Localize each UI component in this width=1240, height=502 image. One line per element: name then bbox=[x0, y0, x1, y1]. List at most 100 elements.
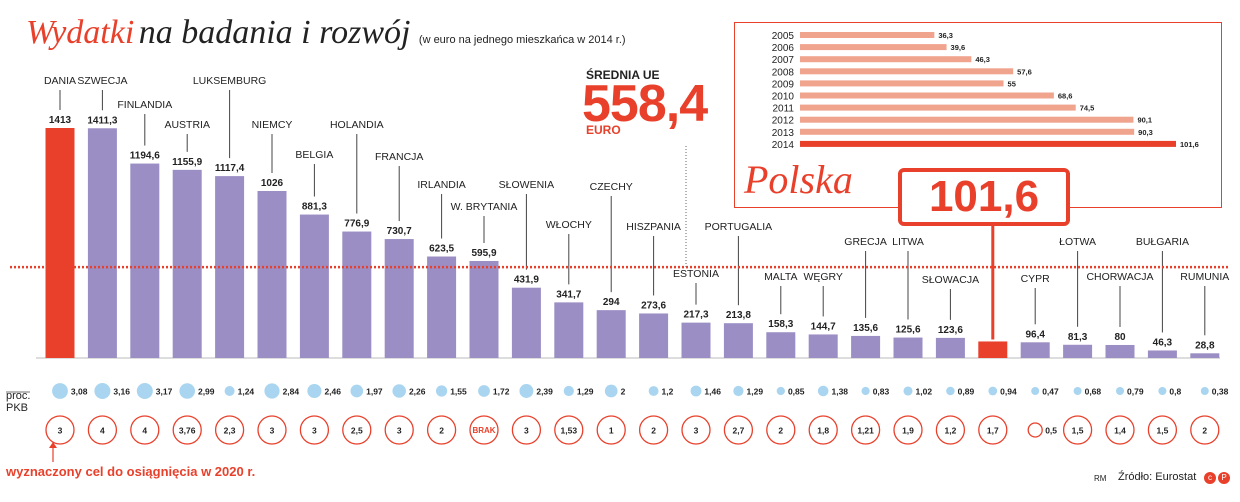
value-label: 595,9 bbox=[471, 248, 496, 259]
inset-bar-2008 bbox=[800, 68, 1014, 75]
value-label: 217,3 bbox=[683, 310, 708, 321]
target-value: 1,7 bbox=[987, 426, 999, 436]
category-label: FINLANDIA bbox=[117, 99, 172, 111]
pkb-value: 1,24 bbox=[238, 387, 255, 397]
target-circle bbox=[384, 415, 414, 445]
bar-estonia bbox=[681, 322, 711, 358]
pkb-circle bbox=[1073, 387, 1082, 395]
pkb-value: 2 bbox=[621, 387, 626, 397]
target-circle bbox=[45, 415, 75, 445]
target-value: 1 bbox=[609, 426, 614, 436]
poland-callout: 101,6 bbox=[898, 168, 1070, 226]
pkb-value: 1,02 bbox=[916, 387, 933, 397]
target-value: 1,5 bbox=[1072, 426, 1084, 436]
average-value: 558,4 bbox=[582, 75, 708, 133]
target-circle bbox=[1105, 415, 1135, 445]
value-label: 881,3 bbox=[302, 202, 327, 213]
average-label: ŚREDNIA UE bbox=[586, 68, 660, 82]
target-circle bbox=[87, 415, 118, 445]
inset-value-label: 36,3 bbox=[938, 31, 953, 40]
category-label: FRANCJA bbox=[375, 151, 423, 163]
category-label: ESTONIA bbox=[673, 268, 719, 280]
pkb-circle bbox=[1031, 387, 1040, 395]
value-label: 1117,4 bbox=[215, 163, 245, 174]
target-circle bbox=[130, 415, 160, 445]
pkb-value: 2,26 bbox=[409, 387, 426, 397]
target-value: 2 bbox=[1202, 426, 1207, 436]
target-circle bbox=[342, 415, 372, 445]
inset-value-label: 101,6 bbox=[1180, 140, 1199, 149]
target-value: 0,5 bbox=[1045, 426, 1057, 436]
target-circle bbox=[172, 415, 202, 445]
target-value: 1,8 bbox=[817, 426, 829, 436]
target-value: 3,76 bbox=[179, 426, 196, 436]
bar-hiszpania bbox=[639, 313, 669, 358]
value-label: 623,5 bbox=[429, 244, 454, 255]
value-label: 294 bbox=[603, 297, 620, 308]
category-label: DANIA bbox=[44, 75, 76, 87]
bar-słowenia bbox=[511, 287, 541, 358]
target-circle bbox=[1147, 415, 1178, 445]
category-label: BELGIA bbox=[295, 149, 333, 161]
category-label: CYPR bbox=[1021, 273, 1051, 285]
bar-litwa bbox=[893, 337, 923, 358]
bar-czechy bbox=[596, 310, 626, 358]
inset-value-label: 57,6 bbox=[1017, 67, 1032, 76]
target-circle bbox=[681, 415, 711, 445]
pkb-circle bbox=[264, 383, 280, 399]
pkb-value: 1,97 bbox=[366, 387, 383, 397]
inset-year-label: 2011 bbox=[772, 104, 794, 115]
inset-year-label: 2014 bbox=[772, 140, 795, 151]
inset-value-label: 90,1 bbox=[1137, 116, 1152, 125]
pkb-value: 3,08 bbox=[71, 387, 88, 397]
bar-polska bbox=[978, 341, 1008, 358]
category-label: AUSTRIA bbox=[164, 119, 210, 131]
inset-year-label: 2012 bbox=[772, 116, 795, 127]
value-label: 28,8 bbox=[1195, 340, 1215, 351]
pkb-circle bbox=[1116, 387, 1124, 395]
target-value: 3 bbox=[524, 426, 529, 436]
pkb-circle bbox=[350, 384, 364, 398]
value-label: 341,7 bbox=[556, 289, 581, 300]
category-label: SŁOWENIA bbox=[499, 179, 554, 191]
category-label: SZWECJA bbox=[77, 75, 127, 87]
pkb-circle bbox=[179, 383, 195, 399]
pkb-label: proc. PKB bbox=[6, 390, 30, 414]
title-part1: Wydatki bbox=[26, 14, 135, 51]
pkb-value: 2,99 bbox=[198, 387, 215, 397]
bar-austria bbox=[172, 169, 202, 358]
pkb-circle bbox=[604, 384, 618, 398]
target-circle bbox=[766, 415, 796, 445]
bar-rumunia bbox=[1190, 353, 1220, 358]
target-arrowhead bbox=[49, 442, 57, 448]
target-circle bbox=[257, 415, 287, 445]
target-circle bbox=[1062, 415, 1093, 445]
pkb-circle bbox=[988, 386, 998, 396]
value-label: 776,9 bbox=[344, 219, 369, 230]
pkb-circle bbox=[94, 383, 111, 399]
pkb-value: 1,38 bbox=[831, 387, 848, 397]
value-label: 1413 bbox=[49, 115, 72, 126]
value-label: 213,8 bbox=[726, 310, 751, 321]
target-circle bbox=[469, 415, 499, 445]
value-label: 1411,3 bbox=[87, 115, 117, 126]
copyright-icon: P bbox=[1218, 472, 1230, 484]
target-value: 3 bbox=[694, 426, 699, 436]
inset-year-label: 2006 bbox=[772, 43, 795, 54]
pkb-value: 0,79 bbox=[1127, 387, 1144, 397]
value-label: 135,6 bbox=[853, 323, 878, 334]
value-label: 273,6 bbox=[641, 300, 666, 311]
target-value: 4 bbox=[100, 426, 105, 436]
bar-chorwacja bbox=[1105, 344, 1135, 358]
pkb-value: 2,84 bbox=[283, 387, 300, 397]
target-value: BRAK bbox=[472, 426, 495, 435]
value-label: 46,3 bbox=[1153, 337, 1173, 348]
bar-słowacja bbox=[935, 337, 965, 358]
category-label: RUMUNIA bbox=[1180, 271, 1229, 283]
inset-bar-2013 bbox=[800, 128, 1135, 135]
category-label: BUŁGARIA bbox=[1136, 236, 1189, 248]
target-circle bbox=[596, 415, 626, 445]
target-value: 1,5 bbox=[1156, 426, 1168, 436]
pkb-value: 0,94 bbox=[1000, 387, 1017, 397]
